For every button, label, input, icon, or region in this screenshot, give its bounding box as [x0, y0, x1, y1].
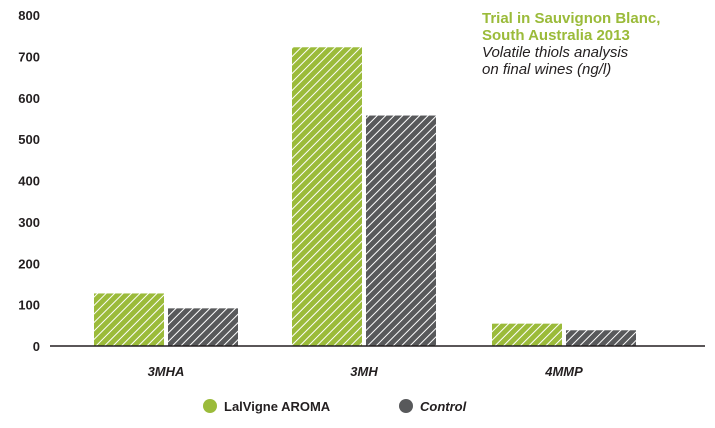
legend-swatch-1: [203, 399, 217, 413]
x-category-label: 3MH: [350, 364, 378, 379]
y-tick-label: 200: [18, 256, 40, 271]
chart-title-block: Trial in Sauvignon Blanc, South Australi…: [482, 10, 697, 78]
chart-title-line-1: Trial in Sauvignon Blanc,: [482, 10, 661, 27]
legend-label-1: LalVigne AROMA: [224, 399, 331, 414]
y-axis-ticks: 0 100 200 300 400 500 600 700 800: [18, 8, 40, 354]
chart-subtitle-line-2: on final wines (ng/l): [482, 61, 612, 78]
bar-4mmp-series-1: [492, 323, 562, 346]
legend: LalVigne AROMA Control: [203, 399, 467, 414]
x-category-label: 4MMP: [544, 364, 583, 379]
bar-3mha-series-2: [168, 308, 238, 346]
y-tick-label: 300: [18, 215, 40, 230]
y-tick-label: 500: [18, 132, 40, 147]
legend-label-2: Control: [420, 399, 467, 414]
bar-4mmp-series-2: [566, 330, 636, 346]
y-tick-label: 600: [18, 91, 40, 106]
y-tick-label: 700: [18, 49, 40, 64]
bar-3mha-series-1: [94, 293, 164, 346]
bar-3mh-series-2: [366, 115, 436, 346]
legend-swatch-2: [399, 399, 413, 413]
y-tick-label: 800: [18, 8, 40, 23]
y-tick-label: 400: [18, 174, 40, 189]
y-tick-label: 100: [18, 298, 40, 313]
x-category-label: 3MHA: [148, 364, 185, 379]
x-axis-labels: 3MHA 3MH 4MMP: [148, 364, 584, 379]
y-tick-label: 0: [33, 339, 40, 354]
chart-title-line-2: South Australia 2013: [482, 27, 630, 44]
bars: [94, 47, 636, 347]
bar-3mh-series-1: [292, 47, 362, 347]
chart-subtitle-line-1: Volatile thiols analysis: [482, 44, 629, 61]
